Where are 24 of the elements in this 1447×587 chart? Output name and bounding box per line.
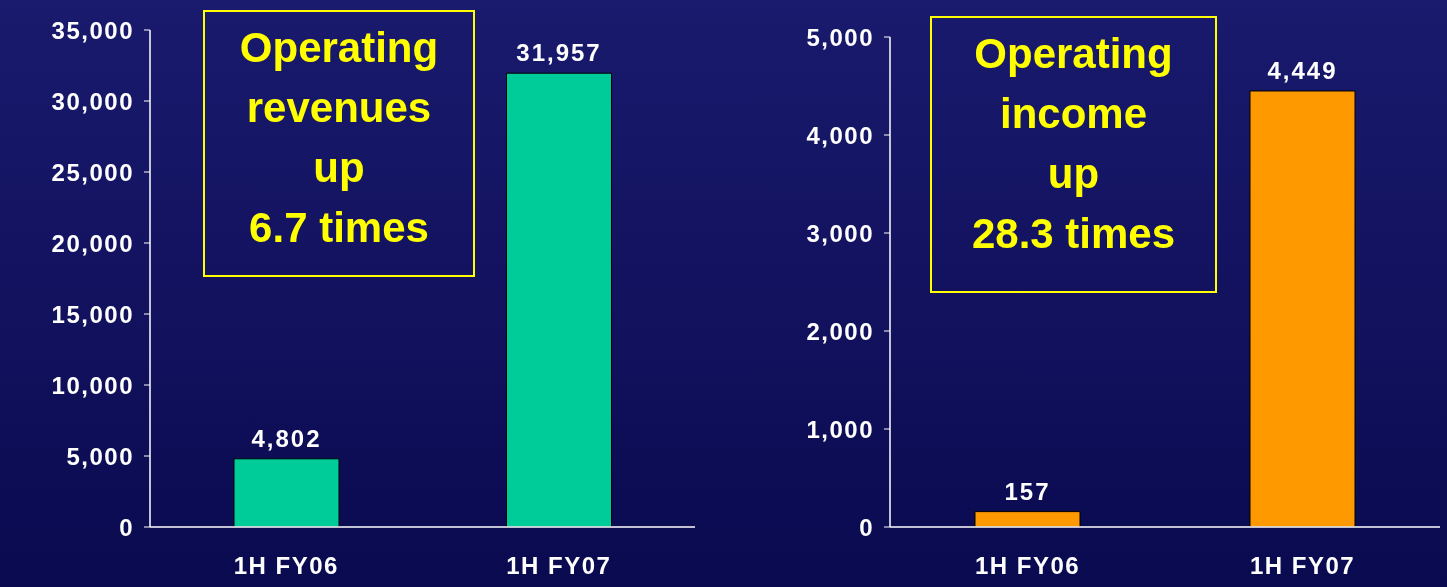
annotation: Operating income up 28.3 times (930, 16, 1217, 293)
x-tick-label: 1H FY07 (506, 552, 612, 580)
y-tick-label: 4,000 (806, 121, 874, 149)
y-tick-label: 20,000 (51, 229, 134, 257)
y-tick-label: 5,000 (806, 23, 874, 51)
data-label: 31,957 (516, 39, 602, 67)
y-tick-label: 2,000 (806, 317, 874, 345)
y-tick-label: 35,000 (51, 16, 134, 44)
y-tick-label: 3,000 (806, 219, 874, 247)
data-label: 157 (1004, 477, 1051, 505)
x-tick-label: 1H FY06 (233, 552, 339, 580)
data-label: 4,449 (1267, 57, 1338, 84)
y-tick-label: 10,000 (51, 371, 134, 399)
x-tick-label: 1H FY07 (1249, 552, 1356, 580)
y-tick-label: 15,000 (51, 300, 134, 328)
data-label: 4,802 (251, 424, 322, 452)
y-tick-label: 30,000 (51, 87, 134, 115)
y-tick-label: 1,000 (806, 415, 874, 443)
annotation: Operating revenues up 6.7 times (203, 10, 475, 277)
y-tick-label: 0 (859, 513, 874, 541)
x-tick-label: 1H FY06 (974, 552, 1081, 580)
y-tick-label: 0 (119, 513, 134, 541)
y-tick-label: 5,000 (66, 442, 134, 470)
y-tick-label: 25,000 (51, 158, 134, 186)
